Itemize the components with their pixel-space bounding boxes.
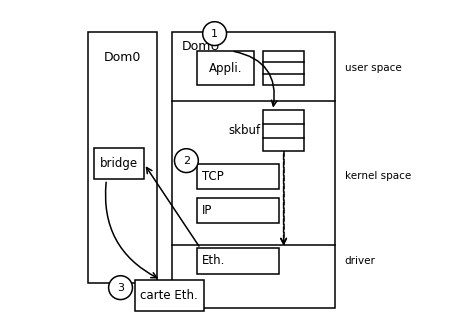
Text: 3: 3 bbox=[117, 283, 124, 293]
Text: driver: driver bbox=[345, 256, 376, 266]
Text: carte Eth.: carte Eth. bbox=[140, 289, 198, 302]
Bar bbox=[197, 164, 279, 189]
Bar bbox=[172, 32, 336, 308]
Bar bbox=[197, 249, 279, 273]
Bar bbox=[94, 148, 144, 180]
Text: Eth.: Eth. bbox=[202, 255, 226, 267]
Text: IP: IP bbox=[202, 204, 212, 217]
Bar bbox=[134, 280, 204, 311]
Circle shape bbox=[109, 276, 133, 300]
Circle shape bbox=[203, 22, 227, 46]
Bar bbox=[87, 32, 157, 283]
Text: Dom0: Dom0 bbox=[103, 51, 141, 64]
Bar bbox=[263, 51, 304, 85]
Text: user space: user space bbox=[345, 63, 401, 73]
Bar bbox=[263, 111, 304, 151]
Text: skbuf: skbuf bbox=[228, 124, 260, 137]
Text: 1: 1 bbox=[211, 29, 218, 39]
Text: TCP: TCP bbox=[202, 170, 224, 183]
Text: bridge: bridge bbox=[100, 157, 138, 170]
Bar bbox=[197, 198, 279, 223]
Text: DomU: DomU bbox=[182, 40, 220, 53]
Bar bbox=[197, 51, 254, 85]
Text: 2: 2 bbox=[183, 156, 190, 166]
Text: Appli.: Appli. bbox=[209, 62, 243, 75]
Text: kernel space: kernel space bbox=[345, 171, 411, 181]
Circle shape bbox=[174, 149, 198, 173]
